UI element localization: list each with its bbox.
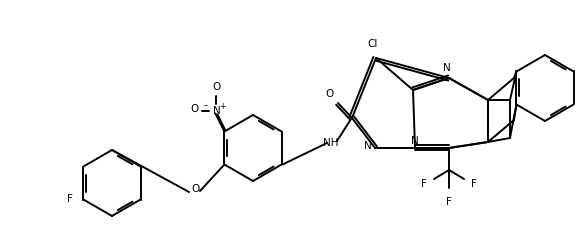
Text: N: N xyxy=(213,106,220,117)
Text: O: O xyxy=(212,82,220,92)
Text: Cl: Cl xyxy=(368,39,378,49)
Text: N: N xyxy=(364,141,372,151)
Text: O: O xyxy=(190,104,199,115)
Text: +: + xyxy=(219,102,226,111)
Text: F: F xyxy=(446,197,452,207)
Text: N: N xyxy=(443,63,451,73)
Text: F: F xyxy=(67,194,73,205)
Text: -: - xyxy=(203,101,207,110)
Text: F: F xyxy=(471,179,477,189)
Text: N: N xyxy=(411,136,419,146)
Text: O: O xyxy=(326,89,334,99)
Text: O: O xyxy=(191,184,199,194)
Text: F: F xyxy=(421,179,427,189)
Text: NH: NH xyxy=(323,138,339,148)
